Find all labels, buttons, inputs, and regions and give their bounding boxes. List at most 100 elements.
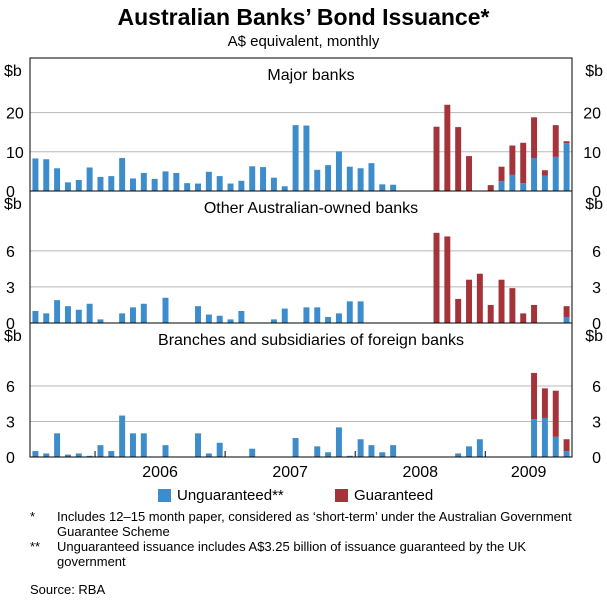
bar-unguaranteed	[531, 158, 538, 191]
bar-unguaranteed	[216, 176, 223, 191]
y-tick-label-right: 0	[592, 450, 601, 467]
bar-unguaranteed	[509, 174, 516, 191]
bar-unguaranteed	[335, 313, 342, 323]
bar-guaranteed	[444, 104, 451, 191]
bar-unguaranteed	[162, 171, 169, 191]
bar-unguaranteed	[151, 178, 158, 191]
bar-unguaranteed	[173, 172, 180, 191]
bar-unguaranteed	[357, 301, 364, 323]
bar-unguaranteed	[162, 297, 169, 323]
y-unit-label-right: $b	[585, 196, 603, 213]
bar-unguaranteed	[43, 159, 50, 191]
y-unit-label-right: $b	[585, 63, 603, 80]
footnotes: * Includes 12–15 month paper, considered…	[30, 509, 590, 569]
y-tick-label-left: 6	[6, 244, 15, 261]
bar-unguaranteed	[119, 415, 126, 457]
bar-guaranteed	[487, 185, 494, 191]
bar-unguaranteed	[325, 165, 332, 191]
bar-unguaranteed	[466, 446, 473, 457]
bar-unguaranteed	[140, 433, 147, 457]
bar-unguaranteed	[379, 452, 386, 457]
bar-guaranteed	[433, 232, 440, 323]
footnote-2-text: Unguaranteed issuance includes A$3.25 bi…	[57, 539, 527, 569]
y-unit-label-right: $b	[585, 328, 603, 345]
bar-guaranteed	[498, 166, 505, 182]
bar-unguaranteed	[455, 453, 462, 457]
chart-frame	[29, 57, 573, 458]
bar-unguaranteed	[195, 433, 202, 457]
x-tick-label: 2006	[142, 464, 178, 481]
bar-unguaranteed	[108, 176, 115, 191]
bar-unguaranteed	[54, 433, 61, 457]
legend-swatch-guaranteed	[335, 489, 348, 502]
footnote-2-mark: **	[30, 539, 41, 554]
bar-unguaranteed	[292, 125, 299, 191]
bar-guaranteed	[520, 313, 527, 323]
y-tick-label-right: 3	[592, 414, 601, 431]
bar-unguaranteed	[346, 301, 353, 323]
bar-unguaranteed	[303, 125, 310, 191]
panel-title: Branches and subsidiaries of foreign ban…	[158, 332, 464, 349]
legend-label-guaranteed: Guaranteed	[354, 487, 434, 504]
bar-unguaranteed	[270, 177, 277, 191]
bar-unguaranteed	[119, 158, 126, 191]
bar-unguaranteed	[86, 167, 93, 191]
y-tick-label-right: 20	[583, 106, 601, 123]
bar-unguaranteed	[314, 307, 321, 323]
bar-unguaranteed	[32, 451, 39, 457]
y-unit-label-left: $b	[4, 196, 22, 213]
bar-unguaranteed	[498, 181, 505, 191]
bar-guaranteed	[552, 390, 559, 437]
bar-unguaranteed	[281, 308, 288, 323]
y-tick-label-left: 3	[6, 280, 15, 297]
bar-guaranteed	[466, 156, 473, 191]
bar-guaranteed	[531, 372, 538, 420]
bar-guaranteed	[531, 304, 538, 323]
bar-unguaranteed	[292, 438, 299, 457]
bar-guaranteed	[444, 236, 451, 323]
legend-label-unguaranteed: Unguaranteed**	[177, 487, 284, 504]
bar-unguaranteed	[216, 315, 223, 323]
y-tick-label-left: 6	[6, 379, 15, 396]
bar-guaranteed	[563, 439, 570, 452]
bar-unguaranteed	[129, 433, 136, 457]
bar-unguaranteed	[563, 451, 570, 457]
bar-unguaranteed	[75, 453, 82, 457]
bar-guaranteed	[531, 117, 538, 159]
bar-unguaranteed	[476, 439, 483, 457]
bar-unguaranteed	[238, 180, 245, 191]
x-tick-label: 2008	[402, 464, 438, 481]
bar-guaranteed	[541, 388, 548, 418]
chart-subtitle: A$ equivalent, monthly	[227, 33, 380, 50]
bar-guaranteed	[563, 141, 570, 144]
bar-unguaranteed	[552, 436, 559, 457]
bar-unguaranteed	[335, 427, 342, 457]
x-tick-label: 2009	[511, 464, 547, 481]
panel-title: Other Australian-owned banks	[204, 200, 418, 217]
bar-unguaranteed	[195, 306, 202, 323]
bar-unguaranteed	[390, 445, 397, 457]
bar-guaranteed	[433, 126, 440, 191]
y-tick-label-left: 0	[6, 450, 15, 467]
bar-unguaranteed	[129, 178, 136, 191]
y-tick-label-left: 10	[6, 145, 24, 162]
y-tick-label-left: 0	[6, 184, 15, 201]
bar-unguaranteed	[227, 183, 234, 191]
bar-unguaranteed	[32, 310, 39, 323]
bar-guaranteed	[509, 145, 516, 175]
panel-title: Major banks	[267, 67, 354, 84]
bar-unguaranteed	[205, 453, 212, 457]
bar-unguaranteed	[32, 158, 39, 191]
bar-unguaranteed	[97, 319, 104, 323]
bar-unguaranteed	[368, 163, 375, 191]
bar-unguaranteed	[357, 168, 364, 191]
footnote-1-mark: *	[30, 509, 36, 524]
bar-unguaranteed	[520, 183, 527, 191]
bar-unguaranteed	[249, 166, 256, 191]
y-tick-label-right: 0	[592, 316, 601, 333]
bar-guaranteed	[498, 279, 505, 323]
bar-unguaranteed	[64, 306, 71, 323]
bar-unguaranteed	[314, 446, 321, 457]
bar-guaranteed	[455, 127, 462, 191]
